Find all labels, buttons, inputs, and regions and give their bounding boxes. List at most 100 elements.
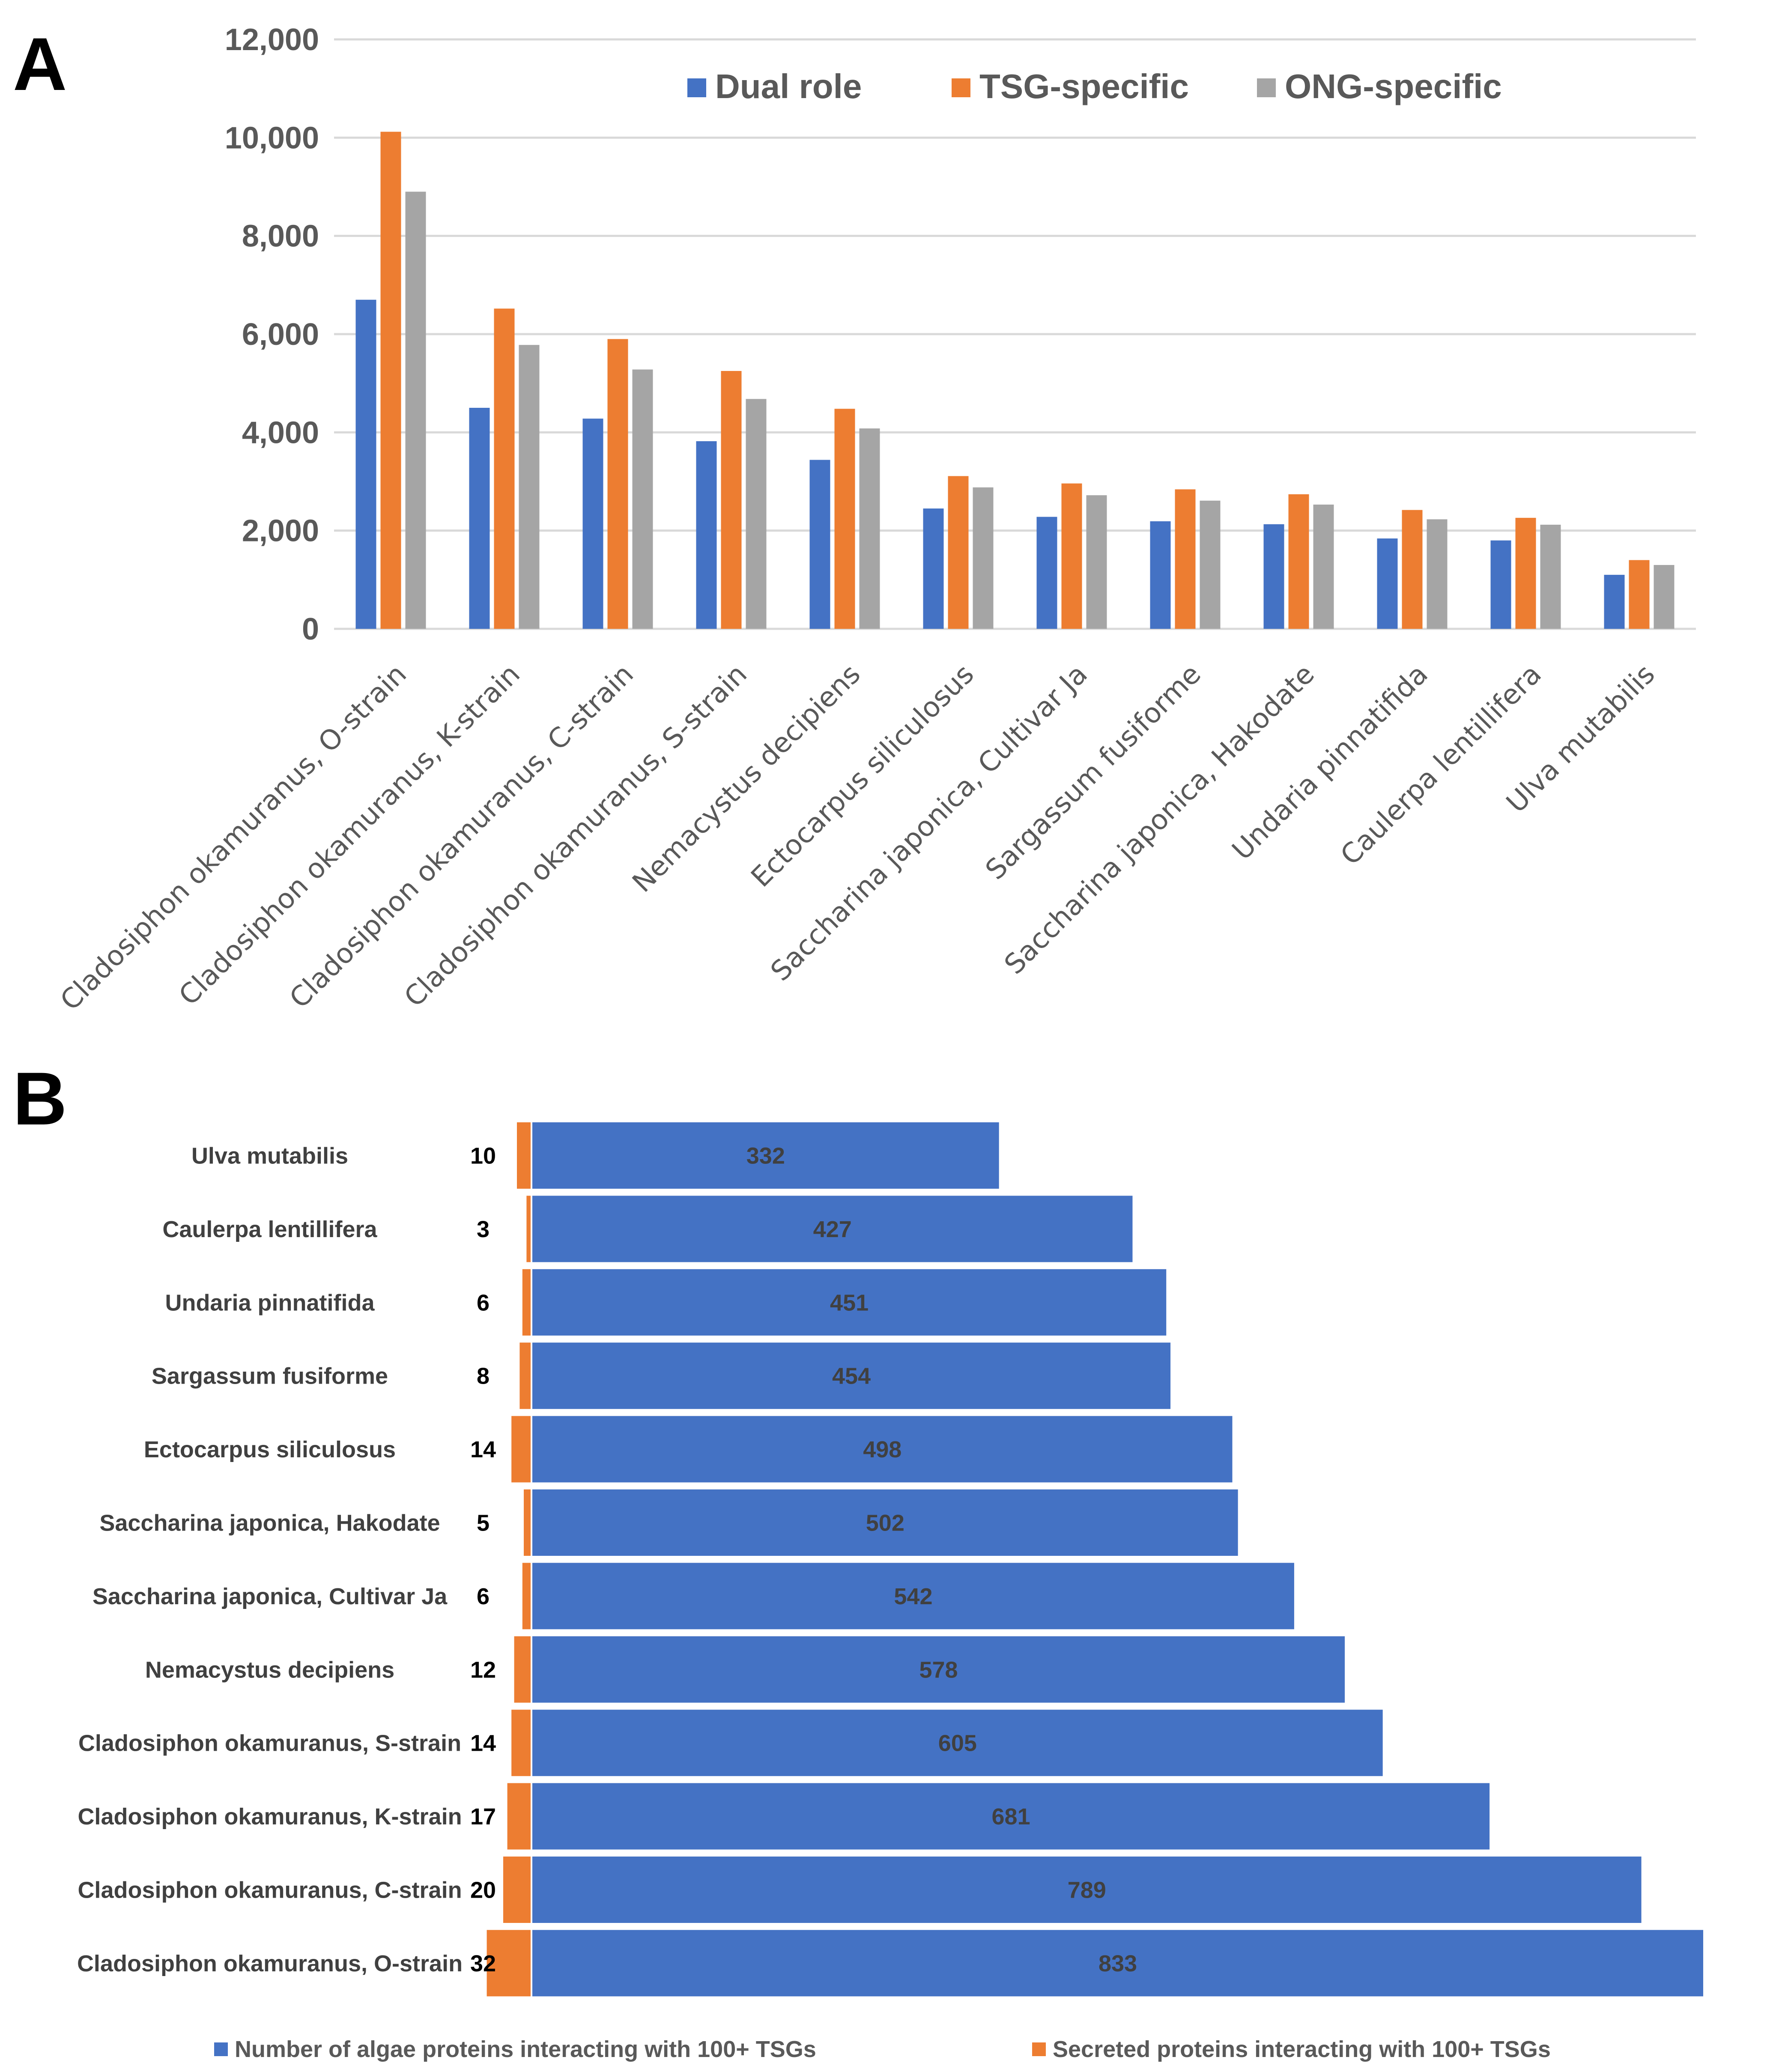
bar-algae-proteins-saccharina-japonica-cultivar-ja — [532, 1563, 1294, 1629]
bar-dual-role-saccharina-japonica-hakodate — [1263, 524, 1284, 629]
legend-label-dual-role: Dual role — [715, 67, 862, 105]
bar-ong-specific-saccharina-japonica-cultivar-ja — [1086, 495, 1107, 629]
bar-ong-specific-cladosiphon-okamuranus-s-strain — [746, 399, 767, 629]
bar-tsg-specific-cladosiphon-okamuranus-o-strain — [380, 132, 401, 629]
value-label-algae-proteins: 454 — [832, 1363, 871, 1389]
bar-secreted-proteins-saccharina-japonica-cultivar-ja — [522, 1563, 531, 1629]
bar-dual-role-saccharina-japonica-cultivar-ja — [1036, 517, 1057, 629]
y-tick-label: 8,000 — [242, 219, 319, 254]
bar-tsg-specific-ulva-mutabilis — [1629, 560, 1650, 629]
y-label-cladosiphon-okamuranus-o-strain: Cladosiphon okamuranus, O-strain — [77, 1951, 463, 1976]
bar-dual-role-caulerpa-lentillifera — [1490, 540, 1511, 629]
legend-swatch-dual-role — [687, 78, 706, 97]
value-label-secreted-proteins: 14 — [470, 1437, 496, 1462]
bar-tsg-specific-saccharina-japonica-hakodate — [1288, 494, 1309, 629]
y-label-undaria-pinnatifida: Undaria pinnatifida — [165, 1290, 375, 1316]
bar-dual-role-cladosiphon-okamuranus-k-strain — [469, 408, 490, 629]
bar-tsg-specific-nemacystus-decipiens — [834, 409, 855, 629]
value-label-algae-proteins: 498 — [863, 1437, 901, 1462]
value-label-algae-proteins: 332 — [746, 1143, 785, 1169]
bar-dual-role-ulva-mutabilis — [1604, 574, 1625, 629]
bar-secreted-proteins-saccharina-japonica-hakodate — [524, 1489, 531, 1556]
legend: Number of algae proteins interacting wit… — [214, 2036, 1551, 2062]
value-label-algae-proteins: 833 — [1098, 1951, 1137, 1976]
x-label-caulerpa-lentillifera: Caulerpa lentillifera — [1334, 658, 1547, 871]
bar-ong-specific-sargassum-fusiforme — [1200, 500, 1221, 629]
value-label-algae-proteins: 789 — [1068, 1878, 1106, 1903]
y-tick-label: 0 — [302, 612, 319, 646]
bar-dual-role-sargassum-fusiforme — [1150, 521, 1171, 629]
legend: Dual role TSG-specific ONG-specific — [687, 67, 1502, 105]
value-label-secreted-proteins: 5 — [477, 1510, 490, 1536]
bar-secreted-proteins-cladosiphon-okamuranus-k-strain — [507, 1783, 531, 1850]
legend-label-number-of-algae-proteins-interacting-with-100-tsgs: Number of algae proteins interacting wit… — [235, 2036, 816, 2062]
bar-ong-specific-caulerpa-lentillifera — [1540, 524, 1561, 629]
bar-dual-role-cladosiphon-okamuranus-o-strain — [355, 299, 376, 629]
bar-algae-proteins-ectocarpus-siliculosus — [532, 1416, 1233, 1483]
bar-rows: 332 10 Ulva mutabilis 427 3 Caulerpa lentilli… — [77, 1122, 1703, 1997]
horizontal-bar-chart: 332 10 Ulva mutabilis 427 3 Caulerpa lentilli… — [77, 1122, 1703, 2062]
bar-tsg-specific-cladosiphon-okamuranus-k-strain — [494, 308, 515, 629]
bar-secreted-proteins-ectocarpus-siliculosus — [511, 1416, 531, 1483]
bar-ong-specific-ectocarpus-siliculosus — [973, 487, 994, 629]
bar-algae-proteins-sargassum-fusiforme — [532, 1342, 1171, 1409]
y-label-sargassum-fusiforme: Sargassum fusiforme — [152, 1363, 388, 1389]
x-axis-labels: Cladosiphon okamuranus, O-strainCladosip… — [54, 658, 1661, 1017]
y-tick-label: 2,000 — [242, 514, 319, 548]
y-label-cladosiphon-okamuranus-c-strain: Cladosiphon okamuranus, C-strain — [78, 1878, 462, 1903]
x-label-sargassum-fusiforme: Sargassum fusiforme — [979, 658, 1207, 886]
value-label-secreted-proteins: 12 — [470, 1657, 496, 1683]
bar-secreted-proteins-cladosiphon-okamuranus-o-strain — [487, 1930, 531, 1997]
x-label-undaria-pinnatifida: Undaria pinnatifida — [1226, 658, 1434, 867]
value-label-algae-proteins: 578 — [919, 1657, 958, 1683]
value-label-algae-proteins: 451 — [830, 1290, 869, 1316]
y-tick-label: 4,000 — [242, 416, 319, 450]
legend-label-ong-specific: ONG-specific — [1285, 67, 1502, 105]
value-label-secreted-proteins: 6 — [477, 1584, 490, 1609]
bar-dual-role-cladosiphon-okamuranus-s-strain — [696, 441, 717, 629]
bar-secreted-proteins-caulerpa-lentillifera — [526, 1196, 531, 1262]
legend-swatch-tsg-specific — [952, 78, 970, 97]
x-label-ectocarpus-siliculosus: Ectocarpus siliculosus — [745, 658, 980, 894]
y-label-cladosiphon-okamuranus-s-strain: Cladosiphon okamuranus, S-strain — [78, 1731, 461, 1756]
bar-dual-role-nemacystus-decipiens — [809, 460, 830, 629]
bar-tsg-specific-cladosiphon-okamuranus-s-strain — [721, 371, 742, 629]
bar-tsg-specific-caulerpa-lentillifera — [1515, 517, 1536, 629]
bar-algae-proteins-ulva-mutabilis — [532, 1122, 999, 1189]
legend-label-tsg-specific: TSG-specific — [979, 67, 1189, 105]
y-label-nemacystus-decipiens: Nemacystus decipiens — [145, 1657, 394, 1683]
bar-algae-proteins-undaria-pinnatifida — [532, 1269, 1167, 1336]
bar-algae-proteins-cladosiphon-okamuranus-s-strain — [532, 1710, 1383, 1776]
y-label-saccharina-japonica-cultivar-ja: Saccharina japonica, Cultivar Ja — [93, 1584, 448, 1609]
bar-secreted-proteins-cladosiphon-okamuranus-c-strain — [503, 1857, 531, 1923]
value-label-secreted-proteins: 6 — [477, 1290, 490, 1316]
value-label-secreted-proteins: 32 — [470, 1951, 496, 1976]
legend-swatch-secreted-proteins-interacting-with-100-tsgs — [1032, 2042, 1046, 2056]
bar-algae-proteins-cladosiphon-okamuranus-o-strain — [532, 1930, 1703, 1997]
y-label-caulerpa-lentillifera: Caulerpa lentillifera — [162, 1217, 377, 1242]
bar-ong-specific-ulva-mutabilis — [1654, 565, 1675, 629]
value-label-algae-proteins: 427 — [813, 1217, 852, 1242]
value-label-secreted-proteins: 14 — [470, 1731, 496, 1756]
legend-swatch-number-of-algae-proteins-interacting-with-100-tsgs — [214, 2042, 228, 2056]
y-tick-label: 10,000 — [225, 121, 319, 155]
bar-algae-proteins-caulerpa-lentillifera — [532, 1196, 1133, 1262]
bar-dual-role-ectocarpus-siliculosus — [923, 508, 944, 629]
value-label-algae-proteins: 605 — [938, 1731, 977, 1756]
bar-ong-specific-cladosiphon-okamuranus-o-strain — [405, 191, 426, 629]
value-label-algae-proteins: 502 — [866, 1510, 904, 1536]
bar-secreted-proteins-cladosiphon-okamuranus-s-strain — [511, 1710, 531, 1776]
y-label-ectocarpus-siliculosus: Ectocarpus siliculosus — [144, 1437, 396, 1462]
legend-swatch-ong-specific — [1257, 78, 1276, 97]
y-label-cladosiphon-okamuranus-k-strain: Cladosiphon okamuranus, K-strain — [78, 1804, 462, 1830]
y-label-saccharina-japonica-hakodate: Saccharina japonica, Hakodate — [99, 1510, 440, 1536]
bar-ong-specific-cladosiphon-okamuranus-c-strain — [632, 369, 653, 629]
value-label-secreted-proteins: 17 — [470, 1804, 496, 1830]
bars — [355, 132, 1675, 629]
bar-ong-specific-nemacystus-decipiens — [859, 428, 880, 629]
value-label-secreted-proteins: 20 — [470, 1878, 496, 1903]
bar-secreted-proteins-ulva-mutabilis — [517, 1122, 531, 1189]
value-label-secreted-proteins: 10 — [470, 1143, 496, 1169]
y-tick-label: 12,000 — [225, 23, 319, 57]
